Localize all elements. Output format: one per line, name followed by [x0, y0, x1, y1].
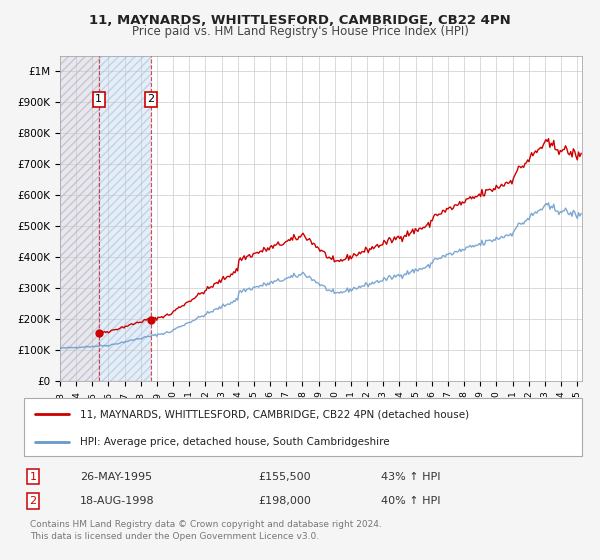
Text: 2: 2: [148, 94, 155, 104]
Bar: [99, 56, 151, 381]
Bar: [99, 56, 151, 381]
FancyBboxPatch shape: [24, 398, 582, 456]
Text: HPI: Average price, detached house, South Cambridgeshire: HPI: Average price, detached house, Sout…: [80, 437, 389, 447]
Text: Price paid vs. HM Land Registry's House Price Index (HPI): Price paid vs. HM Land Registry's House …: [131, 25, 469, 38]
Bar: [60, 56, 99, 381]
Text: 40% ↑ HPI: 40% ↑ HPI: [381, 496, 440, 506]
Bar: [60, 56, 99, 381]
Text: £155,500: £155,500: [259, 472, 311, 482]
Text: 18-AUG-1998: 18-AUG-1998: [80, 496, 154, 506]
Text: Contains HM Land Registry data © Crown copyright and database right 2024.
This d: Contains HM Land Registry data © Crown c…: [29, 520, 382, 541]
Text: 1: 1: [95, 94, 102, 104]
Text: 11, MAYNARDS, WHITTLESFORD, CAMBRIDGE, CB22 4PN: 11, MAYNARDS, WHITTLESFORD, CAMBRIDGE, C…: [89, 14, 511, 27]
Text: 26-MAY-1995: 26-MAY-1995: [80, 472, 152, 482]
Text: 2: 2: [29, 496, 37, 506]
Text: £198,000: £198,000: [259, 496, 311, 506]
Text: 43% ↑ HPI: 43% ↑ HPI: [381, 472, 440, 482]
Text: 1: 1: [29, 472, 37, 482]
Text: 11, MAYNARDS, WHITTLESFORD, CAMBRIDGE, CB22 4PN (detached house): 11, MAYNARDS, WHITTLESFORD, CAMBRIDGE, C…: [80, 409, 469, 419]
